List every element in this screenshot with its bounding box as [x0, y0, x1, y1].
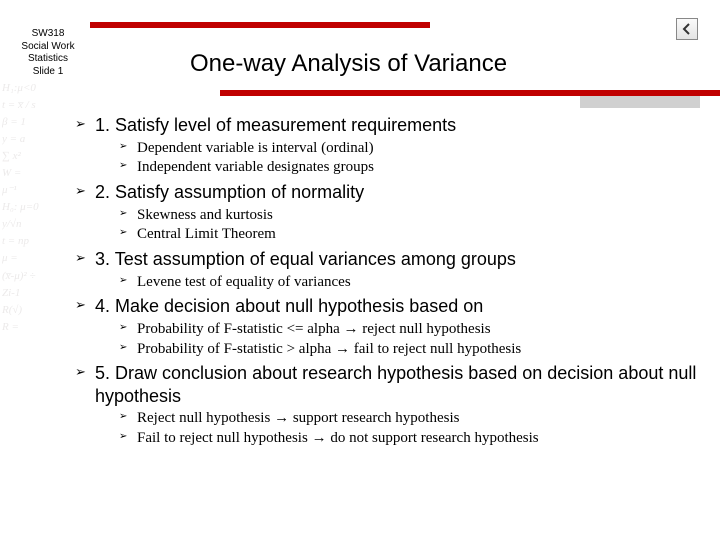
- sub-bullet: Dependent variable is interval (ordinal): [75, 139, 700, 158]
- main-bullet: 2. Satisfy assumption of normality: [75, 181, 700, 204]
- sub-bullet: Skewness and kurtosis: [75, 206, 700, 225]
- main-bullet: 4. Make decision about null hypothesis b…: [75, 295, 700, 318]
- title-underline-rule: [220, 90, 720, 96]
- formula-watermark: H₁:μ<0t = x̅ / sβ = 1y = a∑ x²W =μ⁻¹H₀: …: [2, 80, 62, 530]
- back-button[interactable]: [676, 18, 698, 40]
- arrow-icon: →: [343, 320, 358, 337]
- arrow-icon: →: [335, 340, 350, 357]
- main-bullet: 3. Test assumption of equal variances am…: [75, 248, 700, 271]
- content-area: 1. Satisfy level of measurement requirem…: [75, 110, 700, 449]
- sub-bullet: Independent variable designates groups: [75, 158, 700, 177]
- course-code: SW318: [8, 28, 88, 41]
- subject: Statistics: [8, 53, 88, 66]
- sub-bullet: Central Limit Theorem: [75, 225, 700, 244]
- back-arrow-icon: [681, 23, 693, 35]
- department: Social Work: [8, 41, 88, 54]
- slide-header-label: SW318 Social Work Statistics Slide 1: [8, 28, 88, 78]
- main-bullet: 1. Satisfy level of measurement requirem…: [75, 114, 700, 137]
- sub-bullet: Fail to reject null hypothesis → do not …: [75, 429, 700, 448]
- arrow-icon: →: [312, 429, 327, 446]
- slide-number: Slide 1: [8, 66, 88, 79]
- slide-title: One-way Analysis of Variance: [190, 50, 507, 78]
- arrow-icon: →: [274, 409, 289, 426]
- sub-bullet: Probability of F-statistic <= alpha → re…: [75, 320, 700, 339]
- main-bullet: 5. Draw conclusion about research hypoth…: [75, 362, 700, 407]
- sub-bullet: Levene test of equality of variances: [75, 273, 700, 292]
- top-accent-rule: [90, 22, 430, 28]
- sub-bullet: Probability of F-statistic > alpha → fai…: [75, 340, 700, 359]
- sub-bullet: Reject null hypothesis → support researc…: [75, 409, 700, 428]
